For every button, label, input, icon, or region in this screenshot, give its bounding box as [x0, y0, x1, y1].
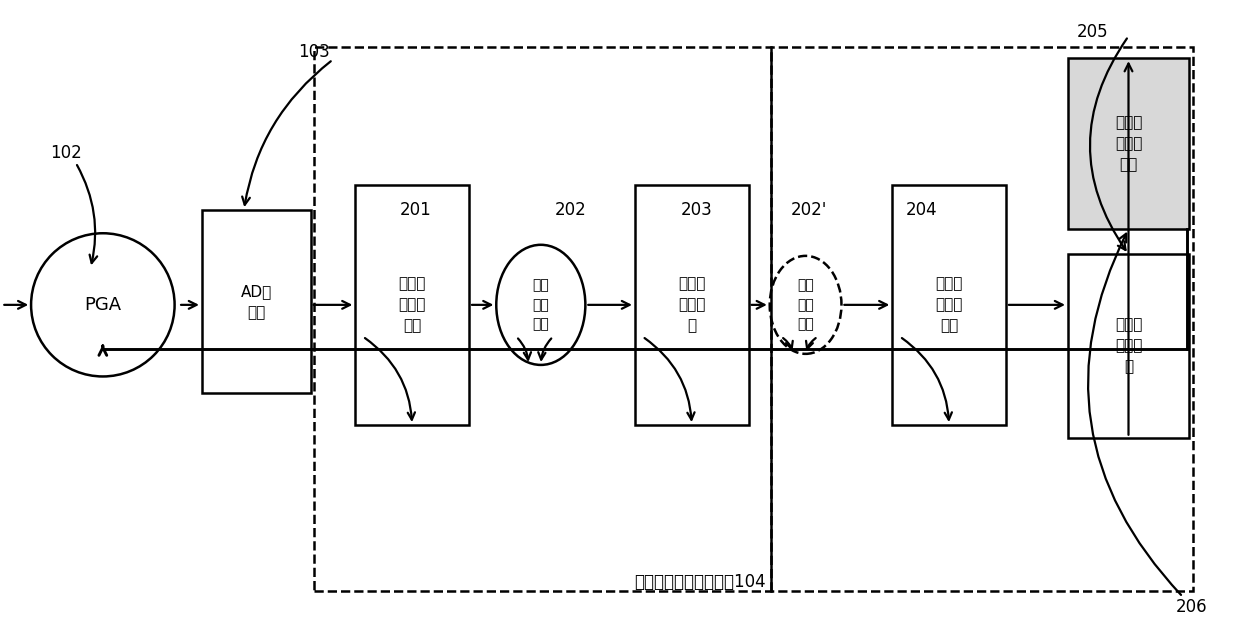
Bar	[202, 210, 311, 393]
Text: 第二低
时延滤
波器: 第二低 时延滤 波器	[935, 276, 962, 333]
Text: 203: 203	[681, 201, 713, 219]
Bar	[635, 185, 749, 425]
Text: 206: 206	[1176, 598, 1208, 616]
Text: AD转
换器: AD转 换器	[241, 284, 272, 319]
Bar	[315, 47, 1193, 591]
Bar	[893, 185, 1006, 425]
Text: 201: 201	[401, 201, 432, 219]
Ellipse shape	[770, 256, 842, 354]
Text: 第一低
时延滤
波器: 第一低 时延滤 波器	[398, 276, 425, 333]
Text: 102: 102	[50, 144, 82, 162]
Text: 第一下
采样模
块: 第一下 采样模 块	[678, 276, 706, 333]
Text: PGA: PGA	[84, 296, 122, 314]
Ellipse shape	[31, 233, 175, 377]
Text: 数字
增益
模块: 数字 增益 模块	[797, 278, 813, 331]
Text: 202': 202'	[791, 201, 827, 219]
Text: 第一动态范围扩展模块104: 第一动态范围扩展模块104	[635, 573, 766, 591]
Text: 信号幅
度检测
模块: 信号幅 度检测 模块	[1115, 115, 1142, 172]
Bar	[1068, 254, 1189, 438]
Text: 数字
增益
模块: 数字 增益 模块	[532, 278, 549, 331]
Text: 103: 103	[299, 43, 330, 61]
Text: 205: 205	[1076, 23, 1109, 41]
Text: 第二下
采样模
块: 第二下 采样模 块	[1115, 318, 1142, 375]
Bar	[355, 185, 469, 425]
Bar	[1068, 58, 1189, 229]
Ellipse shape	[496, 245, 585, 365]
Text: 204: 204	[906, 201, 937, 219]
Text: 202: 202	[554, 201, 587, 219]
